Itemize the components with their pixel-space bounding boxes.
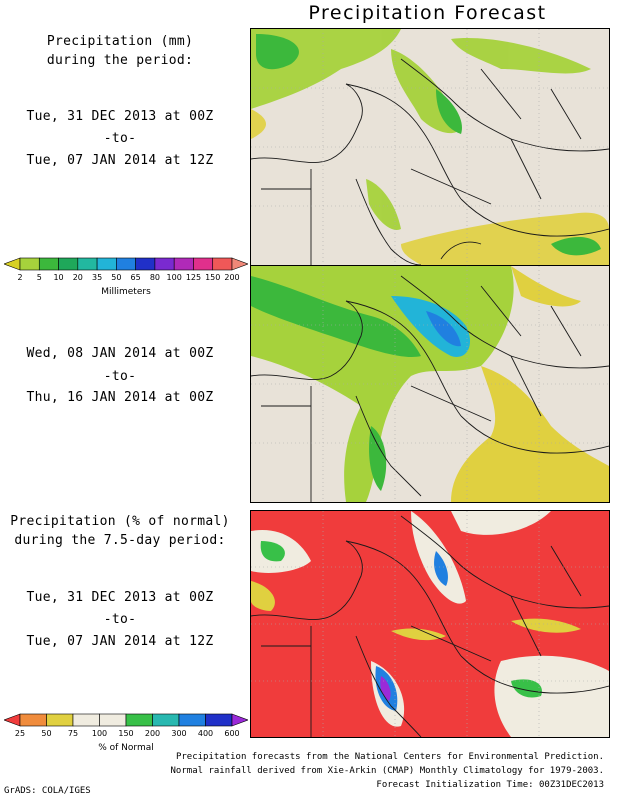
legend-mm-swatch — [231, 257, 249, 271]
legend-pct-tick-label: 75 — [68, 729, 78, 738]
legend-pct-swatch — [178, 713, 206, 727]
panel1-end-time: Tue, 07 JAN 2014 at 12Z — [26, 153, 214, 168]
legend-mm-swatch — [77, 257, 98, 271]
legend-mm-tick-label: 200 — [224, 273, 239, 282]
precip-pct-normal-map — [251, 511, 609, 737]
legend-pct-swatch — [99, 713, 127, 727]
panel1-separator: -to- — [103, 131, 137, 146]
precip-map-week2 — [251, 266, 609, 502]
legend-pct-tick-label: 600 — [224, 729, 239, 738]
panel3-start-time: Tue, 31 DEC 2013 at 00Z — [26, 590, 214, 605]
legend-mm-unit-label: Millimeters — [101, 287, 151, 296]
panel3-heading-line2: during the 7.5-day period: — [14, 533, 226, 548]
panel1-heading-line1: Precipitation (mm) — [46, 34, 194, 49]
legend-pct-swatch — [231, 713, 249, 727]
legend-mm-swatch — [96, 257, 117, 271]
legend-mm-swatch — [58, 257, 79, 271]
legend-mm-tick-label: 80 — [150, 273, 160, 282]
legend-pct-tick-label: 50 — [41, 729, 51, 738]
legend-pct-tick-label: 100 — [92, 729, 107, 738]
legend-mm-tick-label: 35 — [92, 273, 102, 282]
legend-pct-swatch — [46, 713, 74, 727]
precip-map-week1 — [251, 29, 609, 265]
legend-pct-tick-label: 25 — [15, 729, 25, 738]
footer-climatology-line: Normal rainfall derived from Xie-Arkin (… — [170, 766, 604, 776]
legend-pct-colorbar: 25 50 75 100 150 200 300 400 600 % of Normal — [3, 713, 249, 753]
legend-mm-swatch — [38, 257, 59, 271]
map-panel-1 — [250, 28, 610, 266]
panel1-start-time: Tue, 31 DEC 2013 at 00Z — [26, 109, 214, 124]
panel1-heading-line2: during the period: — [46, 53, 194, 68]
legend-mm-swatch — [154, 257, 175, 271]
legend-pct-tick-label: 400 — [198, 729, 213, 738]
legend-pct-swatch — [152, 713, 180, 727]
legend-mm-swatch — [116, 257, 136, 271]
panel2-end-time: Thu, 16 JAN 2014 at 00Z — [26, 390, 214, 405]
legend-mm-swatch — [193, 257, 214, 271]
legend-mm-tick-label: 50 — [111, 273, 121, 282]
panel3-end-time: Tue, 07 JAN 2014 at 12Z — [26, 634, 214, 649]
legend-mm-tick-label: 10 — [53, 273, 63, 282]
panel3-separator: -to- — [103, 612, 137, 627]
legend-pct-swatch — [205, 713, 233, 727]
legend-pct-swatch — [72, 713, 100, 727]
legend-pct-swatch — [19, 713, 47, 727]
grads-credit: GrADS: COLA/IGES — [4, 786, 91, 796]
legend-millimeters: 2 5 10 20 35 50 65 80 100 125 150 200 Millimeters — [3, 256, 249, 297]
legend-mm-tick-label: 125 — [186, 273, 201, 282]
panel2-separator: -to- — [103, 369, 137, 384]
panel2-start-time: Wed, 08 JAN 2014 at 00Z — [26, 346, 214, 361]
map-panel-2 — [250, 265, 610, 503]
legend-mm-swatch — [212, 257, 233, 271]
legend-mm-colorbar: 2 5 10 20 35 50 65 80 100 125 150 200 Millimeters — [3, 257, 249, 297]
legend-mm-tick-label: 5 — [37, 273, 42, 282]
map-panel-3 — [250, 510, 610, 738]
legend-pct-unit-label: % of Normal — [98, 743, 154, 752]
legend-mm-tick-label: 20 — [73, 273, 83, 282]
legend-pct-swatch — [3, 713, 21, 727]
legend-mm-swatch — [135, 257, 156, 271]
legend-pct-tick-label: 150 — [118, 729, 133, 738]
footer-source-line: Precipitation forecasts from the Nationa… — [175, 752, 604, 762]
legend-pct-tick-label: 200 — [145, 729, 160, 738]
footer-init-time: Forecast Initialization Time: 00Z31DEC20… — [376, 780, 604, 790]
legend-mm-tick-label: 150 — [205, 273, 220, 282]
legend-mm-tick-label: 65 — [131, 273, 141, 282]
legend-pct-swatch — [125, 713, 153, 727]
legend-mm-swatch — [19, 257, 40, 271]
legend-pct-tick-label: 300 — [171, 729, 186, 738]
legend-percent-normal: 25 50 75 100 150 200 300 400 600 % of Normal — [3, 712, 249, 753]
legend-mm-swatch — [173, 257, 194, 271]
legend-mm-tick-label: 2 — [17, 273, 22, 282]
legend-mm-swatch — [3, 257, 21, 271]
legend-mm-tick-label: 100 — [167, 273, 182, 282]
page-title: Precipitation Forecast — [308, 2, 547, 24]
panel3-heading-line1: Precipitation (% of normal) — [10, 514, 230, 529]
